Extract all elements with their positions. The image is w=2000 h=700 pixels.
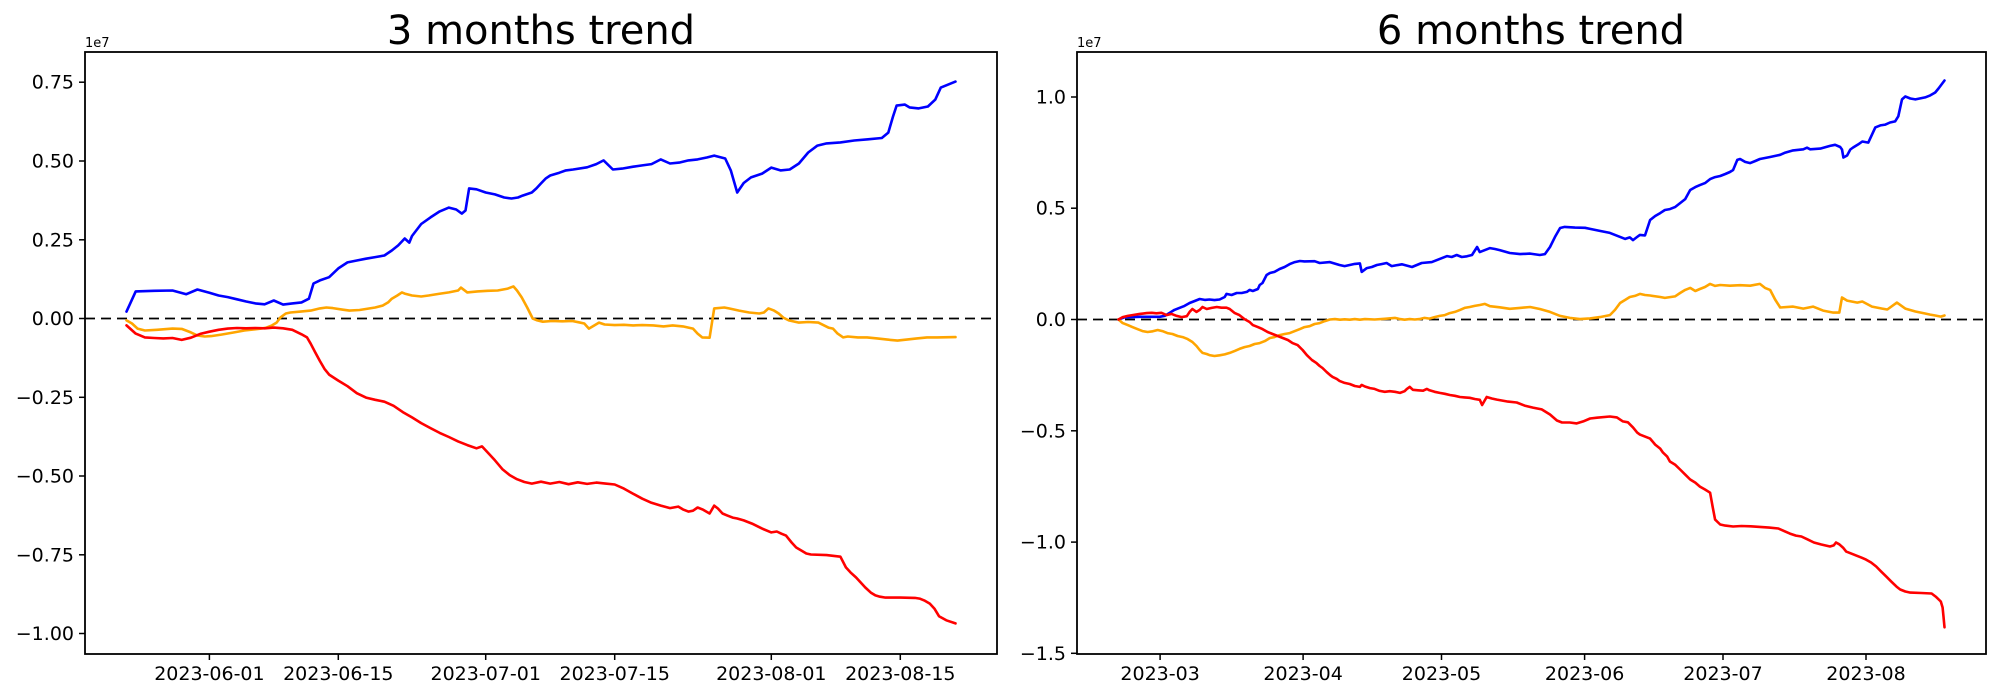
y-tick-label: −1.0 bbox=[1020, 532, 1066, 554]
y-tick-label: −0.75 bbox=[16, 544, 74, 566]
x-tick-label: 2023-03 bbox=[1120, 663, 1199, 685]
x-tick-label: 2023-07 bbox=[1683, 663, 1762, 685]
y-tick-label: −1.00 bbox=[16, 623, 74, 645]
series-line-blue bbox=[125, 80, 957, 313]
x-tick-label: 2023-08 bbox=[1826, 663, 1905, 685]
y-tick-label: 0.0 bbox=[1036, 309, 1066, 331]
x-tick-label: 2023-08-15 bbox=[845, 663, 955, 685]
x-tick-label: 2023-04 bbox=[1263, 663, 1342, 685]
x-tick-label: 2023-05 bbox=[1402, 663, 1481, 685]
x-tick-label: 2023-07-15 bbox=[559, 663, 669, 685]
x-tick-label: 2023-06 bbox=[1545, 663, 1624, 685]
chart-title-6-months: 6 months trend bbox=[1377, 8, 1685, 54]
x-tick-label: 2023-06-15 bbox=[283, 663, 393, 685]
series-line-red bbox=[125, 324, 957, 625]
y-tick-label: 0.25 bbox=[32, 229, 74, 251]
x-tick-label: 2023-06-01 bbox=[154, 663, 264, 685]
y-tick-label: −0.25 bbox=[16, 387, 74, 409]
series-line-orange bbox=[125, 285, 957, 342]
y-axis-offset-label-left: 1e7 bbox=[85, 36, 110, 51]
panel-3-months-trend: 0.75 0.50 0.25 0.00 −0.25 −0.50 −0.75 −1.00 2023… bbox=[16, 51, 998, 685]
series-line-blue bbox=[1117, 79, 1946, 321]
panel-6-months-trend: 1.0 0.5 0.0 −0.5 −1.0 −1.5 2023-03 2023-04 2023-… bbox=[1020, 51, 1987, 685]
y-tick-label: 0.00 bbox=[32, 308, 74, 330]
y-tick-label: −0.5 bbox=[1020, 420, 1066, 442]
y-tick-label: −0.50 bbox=[16, 466, 74, 488]
x-tick-label: 2023-07-01 bbox=[430, 663, 540, 685]
y-tick-label: −1.5 bbox=[1020, 643, 1066, 665]
y-tick-label: 0.5 bbox=[1036, 198, 1066, 220]
y-tick-label: 0.50 bbox=[32, 151, 74, 173]
y-tick-label: 0.75 bbox=[32, 72, 74, 94]
series-line-red bbox=[1117, 305, 1946, 629]
plot-border bbox=[1076, 51, 1987, 655]
plot-border bbox=[84, 51, 998, 655]
y-axis-offset-label-right: 1e7 bbox=[1077, 36, 1102, 51]
y-tick-label: 1.0 bbox=[1036, 87, 1066, 109]
chart-title-3-months: 3 months trend bbox=[387, 8, 695, 54]
series-line-orange bbox=[1117, 282, 1946, 358]
x-tick-label: 2023-08-01 bbox=[716, 663, 826, 685]
